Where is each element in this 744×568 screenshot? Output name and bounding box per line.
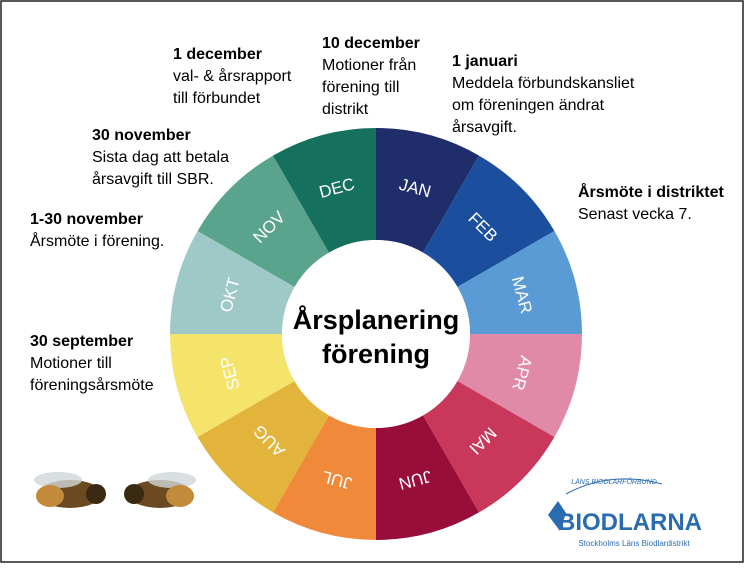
annotation-title: 30 september — [30, 333, 133, 350]
annotation-line: Meddela förbundskansliet — [452, 75, 635, 92]
annotation-line: Motioner till — [30, 355, 112, 372]
annotation-line: årsavgift. — [452, 118, 517, 136]
annotation-title: 30 november — [92, 127, 191, 144]
annotation-line: årsavgift till SBR. — [92, 170, 214, 188]
annotation-line: om föreningen ändrat — [452, 97, 605, 114]
annotation-line: Årsmöte i förening. — [30, 231, 164, 250]
wheel-title: Årsplanering — [293, 304, 460, 335]
annotation-title: 1 januari — [452, 53, 518, 70]
annotation-title: 1 december — [173, 46, 262, 63]
logo-arc-text: LÄNS BIODLARFÖRBUND — [571, 478, 657, 486]
annotation-line: val- & årsrapport — [173, 67, 292, 85]
page: LÄNS BIODLARFÖRBUND BIODLARNA Stockholms… — [0, 0, 744, 563]
annotation-title: Årsmöte i distriktet — [578, 182, 724, 201]
logo-name: BIODLARNA — [558, 509, 702, 536]
annotation-line: föreningsårsmöte — [30, 376, 154, 394]
annotation-line: till förbundet — [173, 90, 261, 107]
annotation-title: 1-30 november — [30, 211, 143, 228]
annotation-line: distrikt — [322, 101, 369, 118]
logo-subtitle: Stockholms Läns Biodlardistrikt — [578, 539, 690, 548]
annotation-line: Motioner från — [322, 56, 416, 74]
annotation-line: Sista dag att betala — [92, 149, 229, 166]
annotation-line: förening till — [322, 79, 399, 96]
annotation-line: Senast vecka 7. — [578, 206, 692, 223]
wheel-title: förening — [322, 339, 430, 369]
annotation-title: 10 december — [322, 35, 420, 52]
